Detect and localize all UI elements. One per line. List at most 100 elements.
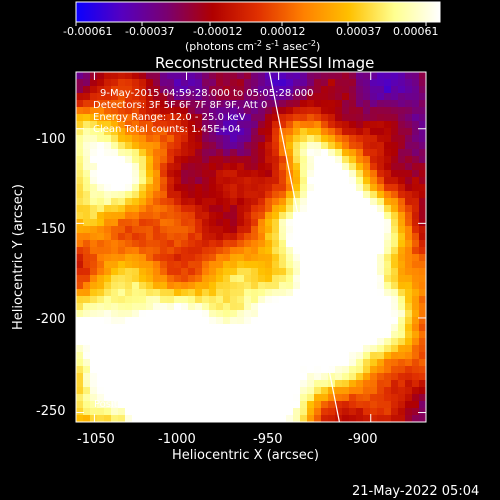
- heatmap-cell: [125, 72, 133, 80]
- heatmap-cell: [160, 156, 168, 164]
- heatmap-cell: [90, 114, 98, 122]
- heatmap-cell: [125, 408, 133, 416]
- heatmap-cell: [272, 310, 280, 318]
- heatmap-cell: [132, 156, 140, 164]
- heatmap-cell: [132, 100, 140, 108]
- heatmap-cell: [125, 142, 133, 150]
- heatmap-cell: [209, 289, 217, 297]
- heatmap-cell: [132, 114, 140, 122]
- heatmap-cell: [384, 282, 392, 290]
- heatmap-cell: [279, 219, 287, 227]
- heatmap-cell: [153, 373, 161, 381]
- heatmap-cell: [272, 373, 280, 381]
- heatmap-cell: [216, 163, 224, 171]
- heatmap-cell: [76, 149, 84, 157]
- heatmap-cell: [405, 100, 413, 108]
- heatmap-cell: [286, 415, 294, 422]
- heatmap-cell: [146, 345, 154, 353]
- heatmap-cell: [174, 177, 182, 185]
- heatmap-cell: [188, 233, 196, 241]
- heatmap-cell: [314, 226, 322, 234]
- heatmap-cell: [216, 415, 224, 422]
- heatmap-cell: [307, 380, 315, 388]
- heatmap-cell: [265, 72, 273, 80]
- heatmap-cell: [265, 366, 273, 374]
- heatmap-cell: [125, 296, 133, 304]
- heatmap-cell: [321, 401, 329, 409]
- heatmap-cell: [314, 212, 322, 220]
- heatmap-cell: [237, 415, 245, 422]
- heatmap-cell: [104, 324, 112, 332]
- heatmap-cell: [111, 163, 119, 171]
- heatmap-cell: [419, 149, 426, 157]
- heatmap-cell: [160, 394, 168, 402]
- heatmap-cell: [90, 324, 98, 332]
- heatmap-cell: [125, 282, 133, 290]
- heatmap-cell: [405, 170, 413, 178]
- heatmap-cell: [76, 331, 84, 339]
- heatmap-cell: [286, 380, 294, 388]
- heatmap-cell: [328, 275, 336, 283]
- heatmap-cell: [139, 205, 147, 213]
- heatmap-cell: [76, 380, 84, 388]
- heatmap-cell: [195, 191, 203, 199]
- heatmap-cell: [104, 247, 112, 255]
- heatmap-cell: [97, 317, 105, 325]
- heatmap-cell: [216, 205, 224, 213]
- heatmap-cell: [272, 324, 280, 332]
- heatmap-cell: [118, 408, 126, 416]
- heatmap-cell: [97, 359, 105, 367]
- heatmap-cell: [419, 331, 426, 339]
- heatmap-cell: [356, 310, 364, 318]
- heatmap-cell: [237, 359, 245, 367]
- heatmap-cell: [335, 142, 343, 150]
- heatmap-cell: [125, 289, 133, 297]
- heatmap-cell: [370, 373, 378, 381]
- heatmap-cell: [363, 261, 371, 269]
- heatmap-cell: [90, 212, 98, 220]
- heatmap-cell: [83, 184, 91, 192]
- heatmap-cell: [139, 177, 147, 185]
- heatmap-cell: [188, 247, 196, 255]
- heatmap-cell: [321, 366, 329, 374]
- heatmap-cell: [405, 352, 413, 360]
- heatmap-cell: [307, 100, 315, 108]
- heatmap-cell: [279, 142, 287, 150]
- heatmap-cell: [153, 135, 161, 143]
- heatmap-cell: [258, 394, 266, 402]
- heatmap-cell: [90, 184, 98, 192]
- heatmap-cell: [195, 121, 203, 129]
- heatmap-cell: [370, 79, 378, 87]
- heatmap-cell: [97, 135, 105, 143]
- heatmap-cell: [97, 128, 105, 136]
- heatmap-cell: [83, 254, 91, 262]
- heatmap-cell: [209, 170, 217, 178]
- heatmap-cell: [125, 394, 133, 402]
- heatmap-cell: [181, 345, 189, 353]
- heatmap-cell: [363, 226, 371, 234]
- heatmap-cell: [251, 373, 259, 381]
- heatmap-cell: [272, 107, 280, 115]
- heatmap-cell: [244, 93, 252, 101]
- heatmap-cell: [412, 121, 420, 129]
- heatmap-cell: [370, 149, 378, 157]
- heatmap-cell: [258, 79, 266, 87]
- heatmap-cell: [153, 275, 161, 283]
- heatmap-cell: [328, 156, 336, 164]
- heatmap-cell: [118, 135, 126, 143]
- heatmap-cell: [174, 282, 182, 290]
- heatmap-cell: [104, 254, 112, 262]
- heatmap-cell: [76, 387, 84, 395]
- heatmap-cell: [412, 366, 420, 374]
- heatmap-cell: [202, 198, 210, 206]
- heatmap-cell: [384, 394, 392, 402]
- heatmap-cell: [356, 233, 364, 241]
- heatmap-cell: [272, 205, 280, 213]
- heatmap-cell: [216, 289, 224, 297]
- heatmap-cell: [223, 331, 231, 339]
- heatmap-cell: [237, 345, 245, 353]
- heatmap-cell: [202, 128, 210, 136]
- heatmap-cell: [132, 415, 140, 422]
- heatmap-cell: [153, 394, 161, 402]
- heatmap-cell: [356, 296, 364, 304]
